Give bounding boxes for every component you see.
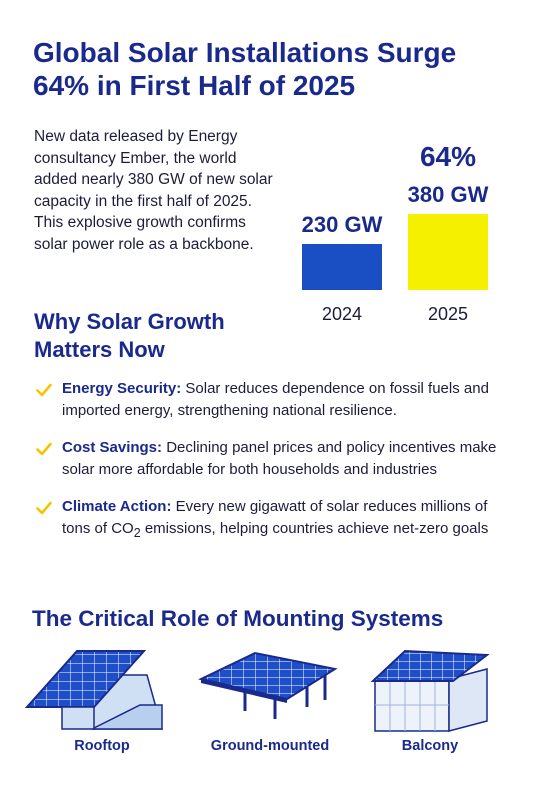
benefit-title: Climate Action: [62, 498, 172, 515]
page-title: Global Solar Installations Surge 64% in … [33, 37, 457, 101]
why-heading: Why Solar Growth Matters Now [34, 309, 225, 362]
check-icon [36, 442, 52, 456]
mounting-heading: The Critical Role of Mounting Systems [32, 606, 444, 631]
benefit-text: Solar reduces dependence on fossil fuels… [62, 380, 489, 419]
rooftop-solar-icon [22, 645, 172, 733]
benefit-subscript: 2 [133, 526, 141, 540]
bar-value-label: 230 GW [302, 212, 383, 237]
bar-2025 [408, 214, 488, 290]
category-label: 2024 [322, 304, 362, 324]
benefit-text: Every new gigawatt of solar reduces mill… [62, 498, 488, 537]
benefit-title: Cost Savings: [62, 439, 163, 456]
check-icon [36, 383, 52, 397]
bar-2024 [302, 244, 382, 290]
benefits-list: Energy Security: Solar reduces dependenc… [36, 378, 516, 544]
benefit-text: Declining panel prices and policy incent… [62, 439, 497, 478]
growth-bar-chart: 230 GW 2024 380 GW 2025 64% [290, 140, 505, 330]
balcony-solar-icon [365, 645, 495, 733]
check-icon [36, 501, 52, 515]
benefit-title: Energy Security: [62, 380, 182, 397]
bar-value-label: 380 GW [408, 182, 489, 207]
intro-paragraph: New data released by Energy consultancy … [34, 128, 273, 253]
benefit-text-end: emissions, helping countries achieve net… [140, 520, 489, 537]
mounting-label-balcony: Balcony [401, 738, 459, 754]
benefit-cost-savings: Cost Savings: Declining panel prices and… [36, 437, 516, 481]
category-label: 2025 [428, 304, 468, 324]
ground-mounted-solar-icon [195, 645, 345, 733]
mounting-label-ground: Ground-mounted [210, 738, 330, 754]
mounting-label-rooftop: Rooftop [74, 738, 130, 754]
benefit-energy-security: Energy Security: Solar reduces dependenc… [36, 378, 516, 422]
growth-percentage-label: 64% [420, 141, 476, 172]
bar-chart-svg: 230 GW 2024 380 GW 2025 64% [302, 141, 489, 324]
benefit-climate-action: Climate Action: Every new gigawatt of so… [36, 496, 516, 544]
